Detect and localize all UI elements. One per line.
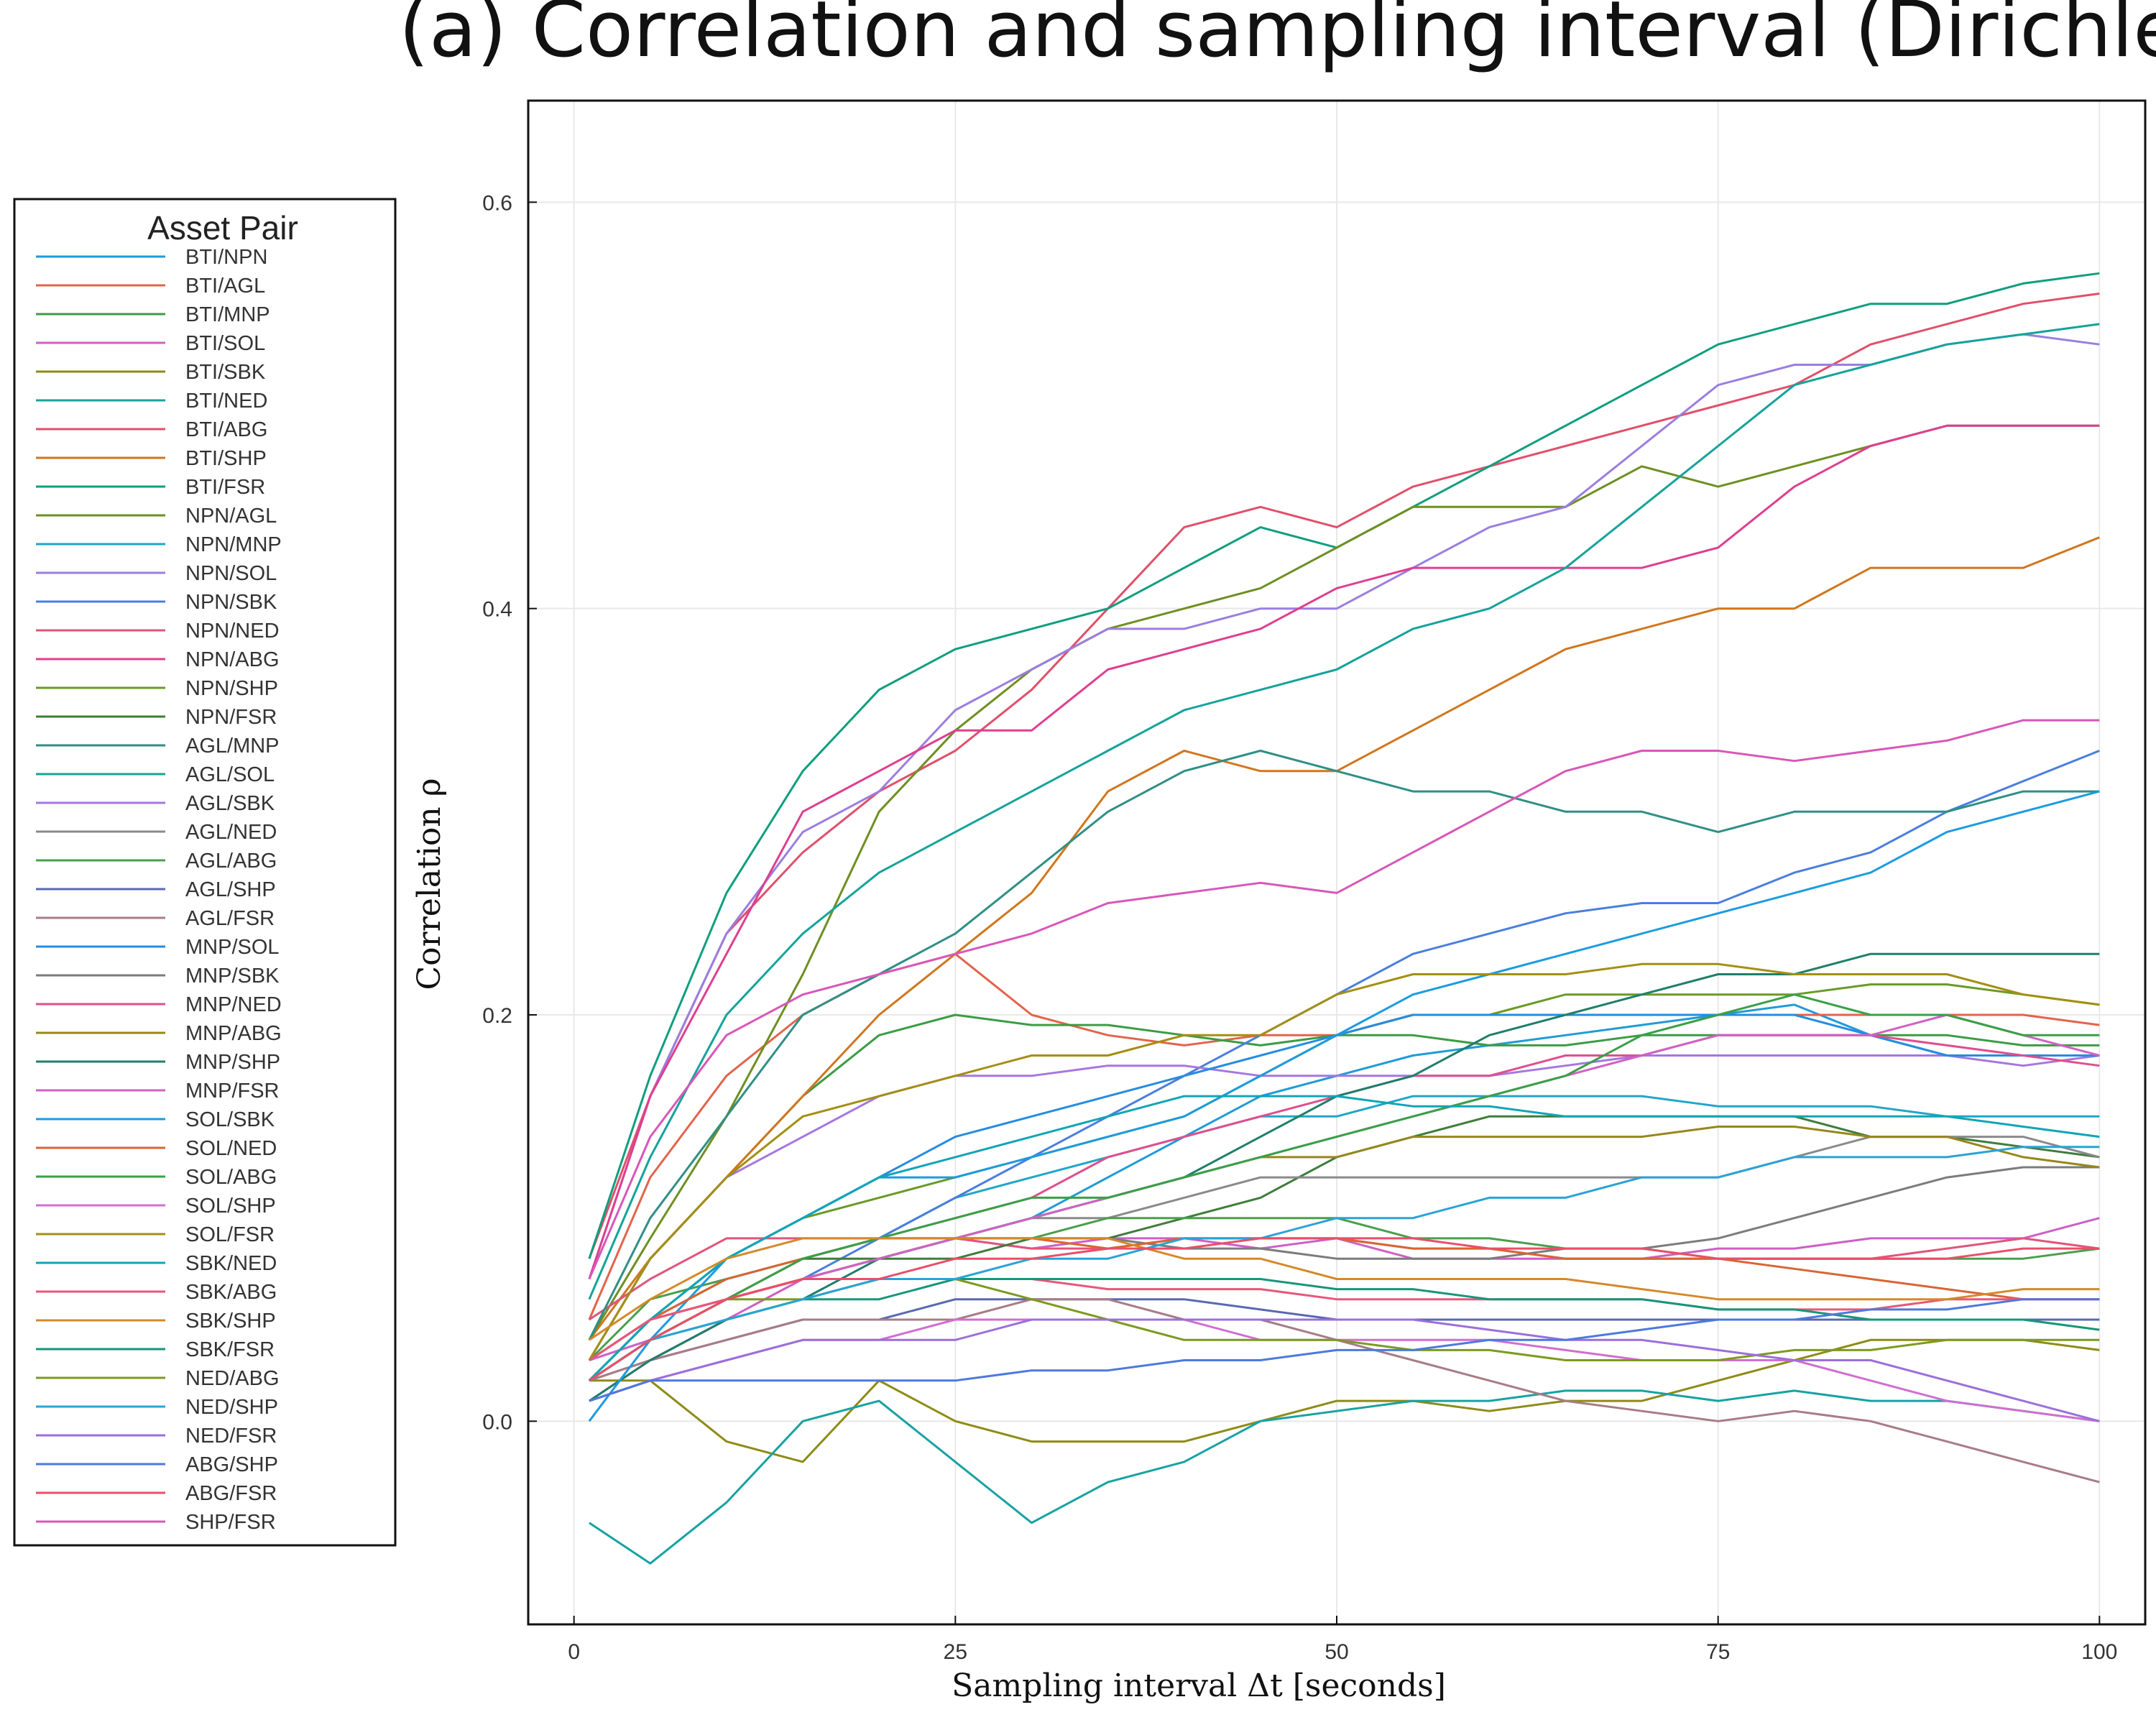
- legend-label-bti-ned: BTI/NED: [185, 390, 267, 413]
- series-line-bti-ned: [589, 1389, 2100, 1565]
- y-tick-label: 0.0: [482, 1410, 512, 1434]
- legend-label-abg-shp: ABG/SHP: [185, 1453, 278, 1476]
- legend-label-npn-sol: NPN/SOL: [185, 562, 277, 585]
- legend-label-mnp-shp: MNP/SHP: [185, 1051, 280, 1074]
- series-line-agl-sol: [588, 323, 2100, 1300]
- series-line-npn-agl: [588, 424, 2100, 1341]
- legend-label-ned-fsr: NED/FSR: [185, 1425, 277, 1448]
- x-tick-label: 0: [568, 1640, 580, 1664]
- y-tick-label: 0.4: [482, 598, 512, 622]
- legend-title: Asset Pair: [147, 209, 298, 247]
- legend-label-mnp-fsr: MNP/FSR: [185, 1080, 280, 1103]
- series-line-abg-shp: [589, 1298, 2100, 1402]
- series-line-shp-fsr: [588, 719, 2100, 1280]
- legend-label-npn-sbk: NPN/SBK: [185, 591, 277, 614]
- legend-label-agl-sbk: AGL/SBK: [185, 792, 275, 815]
- legend-label-bti-fsr: BTI/FSR: [185, 476, 265, 499]
- chart-title: (a) Correlation and sampling interval (D…: [399, 0, 2156, 75]
- series-line-agl-fsr: [589, 1298, 2100, 1484]
- legend-label-bti-sol: BTI/SOL: [185, 332, 265, 355]
- x-tick-label: 25: [944, 1640, 967, 1664]
- legend-label-npn-agl: NPN/AGL: [185, 505, 277, 528]
- series-line-agl-mnp: [588, 750, 2100, 1340]
- legend-label-sol-shp: SOL/SHP: [185, 1195, 276, 1218]
- legend-label-abg-fsr: ABG/FSR: [185, 1482, 277, 1505]
- legend-label-bti-npn: BTI/NPN: [185, 246, 267, 269]
- y-axis-label: Correlation ρ: [411, 778, 448, 990]
- series-line-bti-abg: [588, 293, 2100, 1259]
- legend-label-npn-abg: NPN/ABG: [185, 648, 280, 671]
- legend-label-agl-shp: AGL/SHP: [185, 878, 276, 901]
- series-line-npn-sbk: [589, 750, 2100, 1382]
- x-axis-label: Sampling interval Δt [seconds]: [952, 1668, 1446, 1704]
- legend-label-sol-sbk: SOL/SBK: [185, 1108, 275, 1131]
- legend-label-mnp-sbk: MNP/SBK: [185, 965, 280, 988]
- grid: [528, 101, 2145, 1624]
- x-tick-label: 75: [1706, 1640, 1730, 1664]
- legend-label-agl-abg: AGL/ABG: [185, 850, 277, 873]
- legend-label-mnp-abg: MNP/ABG: [185, 1022, 282, 1045]
- legend-label-sbk-abg: SBK/ABG: [185, 1281, 277, 1304]
- legend-label-ned-abg: NED/ABG: [185, 1367, 280, 1390]
- series-line-npn-sol: [588, 333, 2100, 1279]
- plot-area: [588, 272, 2100, 1565]
- series-line-sol-fsr: [588, 962, 2100, 1361]
- legend-label-npn-shp: NPN/SHP: [185, 677, 278, 700]
- series-line-sbk-shp: [589, 1237, 2100, 1341]
- series-line-bti-sbk: [589, 1338, 2100, 1463]
- series-line-sbk-ned: [588, 1095, 2100, 1381]
- legend-label-agl-ned: AGL/NED: [185, 821, 277, 844]
- legend-label-agl-sol: AGL/SOL: [185, 763, 275, 786]
- legend-label-npn-mnp: NPN/MNP: [185, 533, 282, 556]
- y-tick-label: 0.6: [482, 191, 512, 215]
- x-tick-label: 50: [1325, 1640, 1348, 1664]
- legend-items: BTI/NPN BTI/AGL BTI/MNP BTI/SOL BTI/SBK BTI/N…: [36, 246, 282, 1534]
- series-line-agl-ned: [589, 1136, 2100, 1361]
- x-axis: 0 25 50 75 100: [568, 1616, 2117, 1664]
- legend-label-shp-fsr: SHP/FSR: [185, 1511, 276, 1534]
- series-line-abg-fsr: [589, 1237, 2100, 1382]
- y-axis: 0.0 0.2 0.4 0.6: [482, 191, 537, 1434]
- series-line-ned-fsr: [589, 1318, 2100, 1422]
- y-tick-label: 0.2: [482, 1004, 512, 1028]
- legend-label-ned-shp: NED/SHP: [185, 1396, 278, 1419]
- series-line-mnp-sbk: [589, 1166, 2100, 1382]
- legend-label-bti-sbk: BTI/SBK: [185, 361, 266, 384]
- series-line-ned-shp: [589, 1146, 2100, 1382]
- series-line-npn-abg: [588, 424, 2100, 1279]
- series-line-sbk-fsr: [589, 1278, 2100, 1382]
- series-line-sol-shp: [589, 1318, 2100, 1422]
- series-line-bti-npn: [589, 1003, 2100, 1361]
- legend: Asset Pair BTI/NPNBTI/AGLBTI/MNPBTI/SOLB…: [13, 198, 397, 1547]
- legend-label-bti-agl: BTI/AGL: [185, 275, 265, 298]
- legend-label-npn-ned: NPN/NED: [185, 620, 280, 643]
- legend-label-bti-abg: BTI/ABG: [185, 418, 267, 441]
- legend-label-mnp-ned: MNP/NED: [185, 993, 282, 1016]
- legend-label-sbk-shp: SBK/SHP: [185, 1310, 276, 1333]
- legend-label-bti-mnp: BTI/MNP: [185, 303, 270, 326]
- legend-label-sol-ned: SOL/NED: [185, 1137, 277, 1160]
- legend-label-mnp-sol: MNP/SOL: [185, 936, 280, 959]
- legend-label-agl-mnp: AGL/MNP: [185, 735, 280, 758]
- series-line-npn-shp: [588, 983, 2100, 1381]
- series-line-agl-sbk: [588, 1054, 2100, 1361]
- legend-label-npn-fsr: NPN/FSR: [185, 706, 277, 729]
- legend-label-sol-abg: SOL/ABG: [185, 1166, 277, 1189]
- legend-label-sol-fsr: SOL/FSR: [185, 1223, 275, 1246]
- legend-label-bti-shp: BTI/SHP: [185, 447, 267, 470]
- series-line-sol-abg: [589, 993, 2100, 1382]
- x-tick-label: 100: [2081, 1640, 2117, 1664]
- series-line-ned-abg: [589, 1278, 2100, 1382]
- legend-label-sbk-ned: SBK/NED: [185, 1252, 277, 1275]
- legend-label-agl-fsr: AGL/FSR: [185, 907, 275, 930]
- legend-label-sbk-fsr: SBK/FSR: [185, 1338, 275, 1361]
